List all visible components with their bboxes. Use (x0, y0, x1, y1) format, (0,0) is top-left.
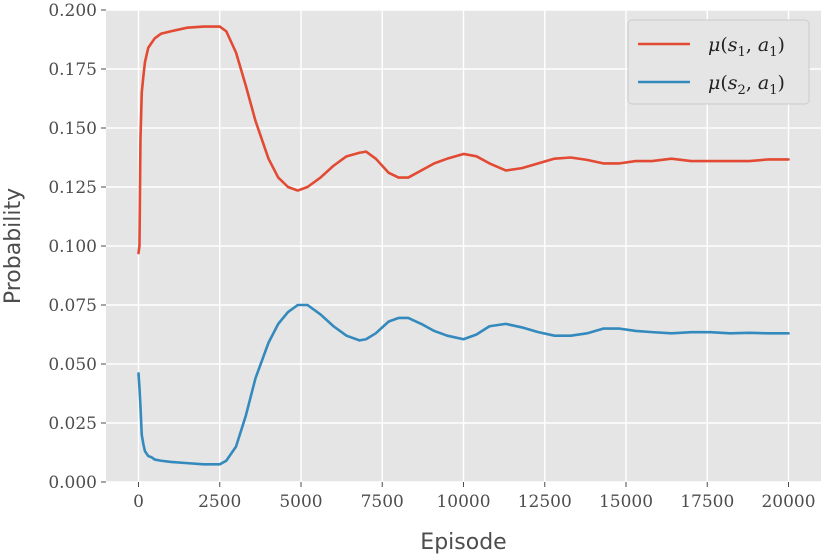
x-axis-ticks: 0 2500 5000 7500 10000 12500 15000 17500 20000 (133, 482, 816, 512)
legend-sub: 1 (738, 45, 746, 60)
x-tick-label: 12500 (518, 492, 572, 512)
x-tick-label: 15000 (599, 492, 653, 512)
y-tick-label: 0.175 (48, 60, 97, 80)
legend-sub: 2 (738, 83, 746, 98)
legend-sub: 1 (769, 45, 777, 60)
legend-paren: ) (778, 34, 785, 56)
y-tick-label: 0.150 (48, 119, 97, 139)
legend-comma: , (746, 34, 758, 56)
legend-a: a (758, 72, 769, 94)
x-tick-label: 17500 (680, 492, 734, 512)
x-tick-label: 20000 (761, 492, 815, 512)
x-tick-label: 10000 (436, 492, 490, 512)
x-tick-label: 5000 (279, 492, 322, 512)
legend-paren: ) (778, 72, 785, 94)
legend-label: μ(s2, a1) (708, 72, 785, 98)
x-tick-label: 7500 (361, 492, 404, 512)
y-tick-label: 0.025 (48, 414, 97, 434)
legend-label: μ(s1, a1) (708, 34, 785, 60)
legend-mu: μ (708, 34, 720, 56)
legend-s: s (728, 34, 738, 56)
y-axis-label: Probability (1, 188, 26, 304)
y-tick-label: 0.075 (48, 296, 97, 316)
y-axis-ticks: 0.000 0.025 0.050 0.075 0.100 0.125 0.150 0.175… (48, 1, 106, 493)
legend-s: s (728, 72, 738, 94)
y-tick-label: 0.200 (48, 1, 97, 21)
x-tick-label: 0 (133, 492, 144, 512)
y-tick-label: 0.050 (48, 355, 97, 375)
legend-paren: ( (720, 34, 727, 56)
series-lines (137, 25, 790, 466)
legend-a: a (758, 34, 769, 56)
y-tick-label: 0.125 (48, 178, 97, 198)
x-axis-label: Episode (420, 530, 506, 555)
legend-mu: μ (708, 72, 720, 94)
legend-paren: ( (720, 72, 727, 94)
y-tick-label: 0.000 (48, 473, 97, 493)
y-tick-label: 0.100 (48, 237, 97, 257)
legend-sub: 1 (769, 83, 777, 98)
legend: μ(s1, a1)μ(s2, a1) (627, 19, 810, 105)
legend-comma: , (746, 72, 758, 94)
series-line-1 (137, 25, 790, 255)
series-line-2 (137, 303, 790, 466)
x-tick-label: 2500 (198, 492, 241, 512)
